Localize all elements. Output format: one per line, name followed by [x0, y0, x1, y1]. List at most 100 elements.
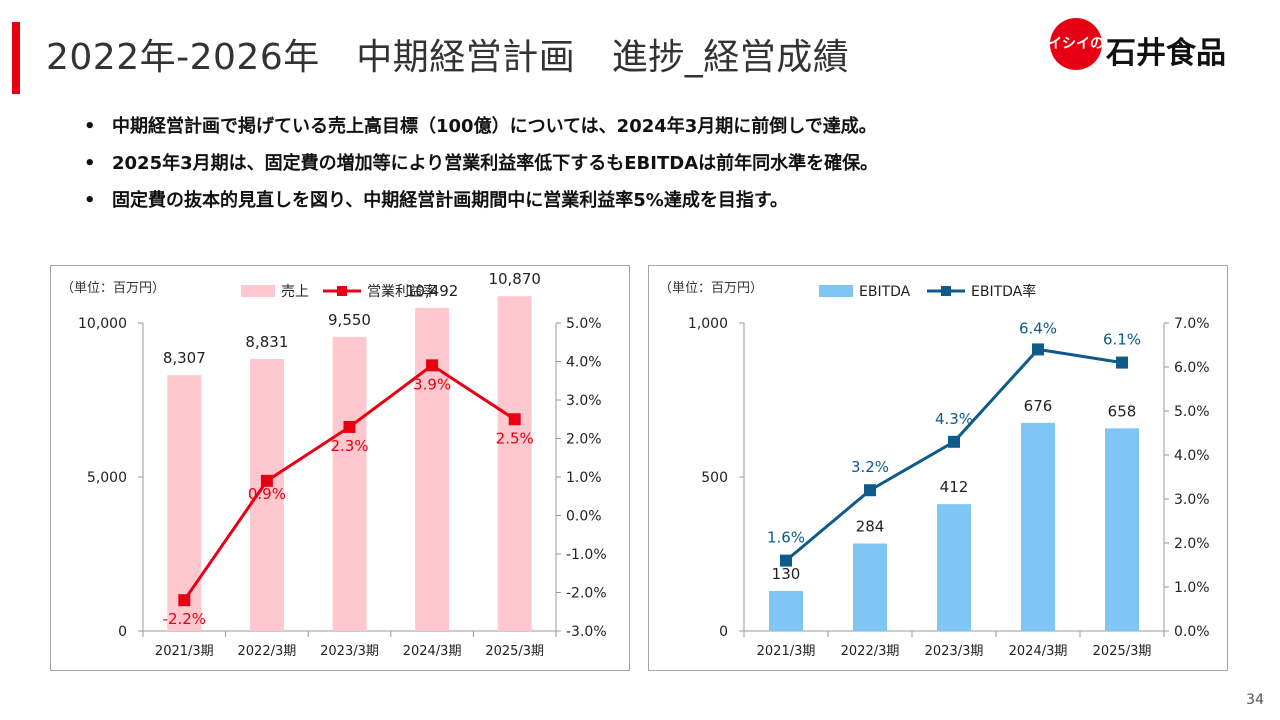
line-value-label: -2.2% — [163, 610, 207, 628]
x-tick-label: 2023/3期 — [925, 644, 984, 659]
bullet-item: • 固定費の抜本的見直しを図り、中期経営計画期間中に営業利益率5%達成を目指す。 — [84, 186, 1204, 223]
y-right-tick-label: 3.0% — [566, 393, 602, 409]
line-point-marker — [343, 420, 356, 433]
y-right-tick-label: 2.0% — [566, 432, 602, 448]
line-point-marker — [178, 594, 191, 607]
y-right-tick-label: 1.0% — [566, 470, 602, 486]
bullet-marker: • — [84, 190, 96, 211]
y-right-tick-label: -3.0% — [566, 624, 607, 640]
legend-bar-label: EBITDA — [859, 284, 911, 300]
bar-value-label: 10,492 — [406, 282, 459, 300]
y-right-tick-label: 6.0% — [1174, 360, 1210, 376]
page-number: 34 — [1246, 692, 1264, 708]
bullet-marker: • — [84, 116, 96, 137]
y-right-tick-label: 7.0% — [1174, 316, 1210, 332]
bar — [415, 307, 450, 631]
unit-note: （単位：百万円） — [61, 280, 165, 296]
bar — [332, 336, 367, 631]
y-right-tick-label: 5.0% — [1174, 404, 1210, 420]
x-tick-label: 2025/3期 — [1093, 644, 1152, 659]
y-right-tick-label: 0.0% — [566, 509, 602, 525]
bar-value-label: 658 — [1108, 402, 1137, 420]
bar — [1105, 428, 1139, 631]
x-tick-label: 2022/3期 — [238, 644, 297, 659]
bar-value-label: 130 — [772, 565, 801, 583]
bar — [497, 296, 532, 631]
line-value-label: 6.4% — [1019, 319, 1057, 337]
line-value-label: 2.3% — [330, 437, 368, 455]
logo-mark-text: イシイの — [1048, 36, 1104, 52]
unit-note: （単位：百万円） — [659, 280, 763, 296]
line-point-marker — [864, 484, 876, 497]
line-point-marker — [426, 359, 439, 372]
line-value-label: 2.5% — [496, 429, 534, 447]
page-title: 2022年-2026年 中期経営計画 進捗_経営成績 — [46, 37, 850, 78]
logo-company-name: 石井食品 — [1106, 36, 1226, 71]
y-left-tick-label: 10,000 — [78, 316, 127, 332]
y-right-tick-label: 5.0% — [566, 316, 602, 332]
line-value-label: 6.1% — [1103, 331, 1141, 349]
bar-value-label: 676 — [1024, 397, 1053, 415]
x-tick-label: 2022/3期 — [841, 644, 900, 659]
legend-line-label: 営業利益率 — [367, 283, 437, 300]
y-left-tick-label: 0 — [719, 624, 728, 640]
line-point-marker — [508, 413, 521, 426]
bar-value-label: 412 — [940, 478, 969, 496]
line-value-label: 3.2% — [851, 458, 889, 476]
sales-margin-chart-panel: （単位：百万円） 売上 営業利益率 0 5,000 10,000 -3.0% -2.0% -1.… — [50, 265, 630, 671]
logo-mark-icon: イシイの — [1048, 18, 1104, 70]
title-accent-bar — [12, 22, 20, 94]
ebitda-chart-panel: （単位：百万円） EBITDA EBITDA率 0 500 1,000 0.0% 1.0% 2.… — [648, 265, 1228, 671]
x-tick-label: 2021/3期 — [757, 644, 816, 659]
y-right-tick-label: -2.0% — [566, 586, 607, 602]
bar — [853, 543, 887, 631]
x-tick-label: 2024/3期 — [1009, 644, 1068, 659]
line-point-marker — [948, 435, 960, 448]
x-tick-label: 2021/3期 — [155, 644, 214, 659]
y-left-tick-label: 1,000 — [688, 316, 728, 332]
y-right-tick-label: 1.0% — [1174, 580, 1210, 596]
legend-bar-swatch — [819, 285, 853, 297]
bar-value-label: 284 — [856, 518, 885, 536]
y-left-tick-label: 5,000 — [87, 470, 127, 486]
x-tick-label: 2025/3期 — [485, 644, 544, 659]
line-value-label: 4.3% — [935, 410, 973, 428]
bullet-item: • 2025年3月期は、固定費の増加等により営業利益率低下するもEBITDAは前… — [84, 149, 1204, 186]
y-right-tick-label: 2.0% — [1174, 536, 1210, 552]
bullet-text: 固定費の抜本的見直しを図り、中期経営計画期間中に営業利益率5%達成を目指す。 — [112, 190, 789, 211]
y-right-tick-label: -1.0% — [566, 547, 607, 563]
x-tick-label: 2024/3期 — [403, 644, 462, 659]
bar-value-label: 8,831 — [245, 333, 288, 351]
y-right-tick-label: 4.0% — [1174, 448, 1210, 464]
y-right-tick-label: 0.0% — [1174, 624, 1210, 640]
x-tick-label: 2023/3期 — [320, 644, 379, 659]
line-point-marker — [1116, 356, 1128, 369]
sales-margin-chart: （単位：百万円） 売上 営業利益率 0 5,000 10,000 -3.0% -2.0% -1.… — [61, 270, 607, 659]
line-value-label: 3.9% — [413, 375, 451, 393]
y-right-tick-label: 4.0% — [566, 355, 602, 371]
bullet-item: • 中期経営計画で掲げている売上高目標（100億）については、2024年3月期に… — [84, 112, 1204, 149]
line-value-label: 0.9% — [248, 485, 286, 503]
legend-bar-swatch — [241, 285, 275, 297]
bullet-marker: • — [84, 153, 96, 174]
y-right-tick-label: 3.0% — [1174, 492, 1210, 508]
legend-line-label: EBITDA率 — [971, 283, 1036, 300]
bar — [937, 504, 971, 631]
ebitda-chart: （単位：百万円） EBITDA EBITDA率 0 500 1,000 0.0% 1.0% 2.… — [659, 280, 1210, 659]
bar-value-label: 8,307 — [163, 349, 206, 367]
y-left-tick-label: 0 — [118, 624, 127, 640]
bar-value-label: 9,550 — [328, 311, 371, 329]
bar-value-label: 10,870 — [488, 270, 541, 288]
line-point-marker — [260, 474, 273, 487]
y-left-tick-label: 500 — [701, 470, 728, 486]
bullet-list: • 中期経営計画で掲げている売上高目標（100億）については、2024年3月期に… — [84, 112, 1204, 223]
legend-bar-label: 売上 — [281, 284, 309, 300]
line-point-marker — [780, 554, 792, 567]
bullet-text: 中期経営計画で掲げている売上高目標（100億）については、2024年3月期に前倒… — [112, 116, 877, 137]
bar — [769, 590, 803, 631]
legend-line-marker — [337, 286, 347, 296]
company-logo: イシイの 石井食品 — [1046, 14, 1268, 76]
line-point-marker — [1032, 343, 1044, 356]
legend-line-marker — [941, 286, 951, 296]
bullet-text: 2025年3月期は、固定費の増加等により営業利益率低下するもEBITDAは前年同… — [112, 153, 879, 174]
